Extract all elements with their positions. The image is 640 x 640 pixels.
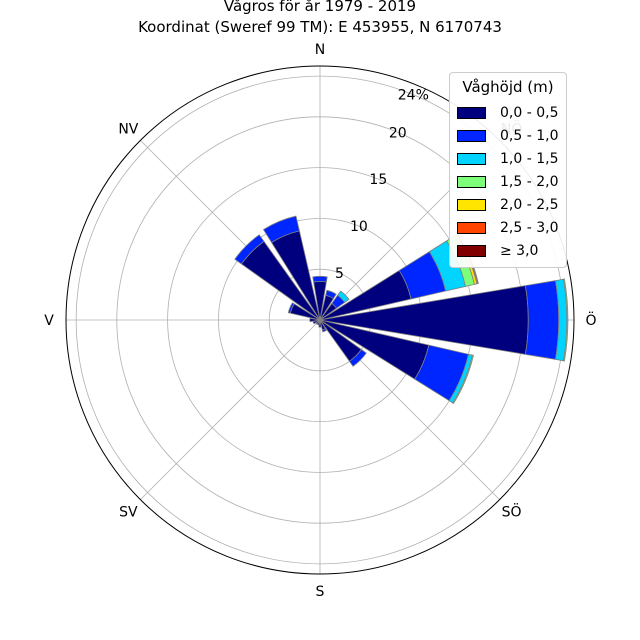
- bar-dir-13-bin-1: [287, 302, 295, 314]
- bar-dir-11-bin-0: [312, 319, 321, 325]
- bar-dir-2-bin-2: [337, 290, 350, 303]
- legend-label-6: ≥ 3,0: [500, 243, 539, 259]
- radial-tick-label-2: 15: [369, 172, 387, 188]
- bar-dir-0-bin-1: [312, 275, 328, 283]
- radial-tick-label-3: 20: [389, 125, 407, 141]
- direction-label-4: S: [316, 584, 325, 600]
- legend-label-0: 0,0 - 0,5: [500, 105, 559, 121]
- legend-label-2: 1,0 - 1,5: [500, 151, 559, 167]
- direction-label-0: N: [315, 42, 325, 58]
- polar-labels: NNÖÖSÖSSVVNV510152024%: [44, 42, 596, 600]
- bar-dir-4-bin-3: [563, 278, 569, 362]
- bar-dir-15-bin-1: [262, 215, 300, 244]
- wave-rose-bars: [234, 215, 569, 405]
- legend-swatch-4: [457, 199, 486, 211]
- radial-tick-label-4: 24%: [398, 88, 429, 104]
- legend-swatch-5: [457, 222, 486, 234]
- legend-swatch-3: [457, 176, 486, 188]
- bar-dir-12-bin-0: [309, 317, 321, 323]
- chart-title: Vågros för år 1979 - 2019: [223, 0, 417, 15]
- polar-outline: [65, 65, 575, 575]
- grid-spoke-5: [140, 319, 321, 500]
- legend-swatch-2: [457, 153, 486, 165]
- bar-dir-8-bin-0: [318, 319, 322, 328]
- legend-label-3: 1,5 - 2,0: [500, 174, 559, 190]
- bar-dir-14-bin-1: [234, 234, 265, 265]
- legend-swatch-6: [457, 245, 486, 257]
- radial-tick-label-1: 10: [350, 219, 368, 235]
- direction-label-3: SÖ: [502, 503, 522, 521]
- bar-dir-6-bin-1: [348, 348, 367, 367]
- bar-dir-7-bin-1: [321, 328, 328, 333]
- legend-label-1: 0,5 - 1,0: [500, 128, 559, 144]
- legend-swatch-0: [457, 107, 486, 119]
- legend-title: Våghöjd (m): [462, 78, 554, 96]
- bar-dir-5-bin-3: [452, 354, 474, 405]
- legend-label-4: 2,0 - 2,5: [500, 197, 559, 213]
- direction-label-5: SV: [119, 505, 138, 521]
- legend: Våghöjd (m) 0,0 - 0,5 0,5 - 1,0 1,0 - 1,…: [449, 72, 567, 268]
- chart-subtitle: Koordinat (Sweref 99 TM): E 453955, N 61…: [138, 18, 502, 36]
- direction-label-2: Ö: [585, 311, 596, 329]
- polar-frame: [65, 65, 575, 575]
- bar-dir-1-bin-1: [325, 289, 337, 300]
- radial-tick-label-0: 5: [335, 266, 344, 282]
- legend-swatch-1: [457, 130, 486, 142]
- direction-label-6: V: [44, 313, 54, 329]
- bar-dir-4-bin-1: [524, 280, 560, 360]
- legend-label-5: 2,5 - 3,0: [500, 220, 559, 236]
- direction-label-7: NV: [118, 121, 138, 137]
